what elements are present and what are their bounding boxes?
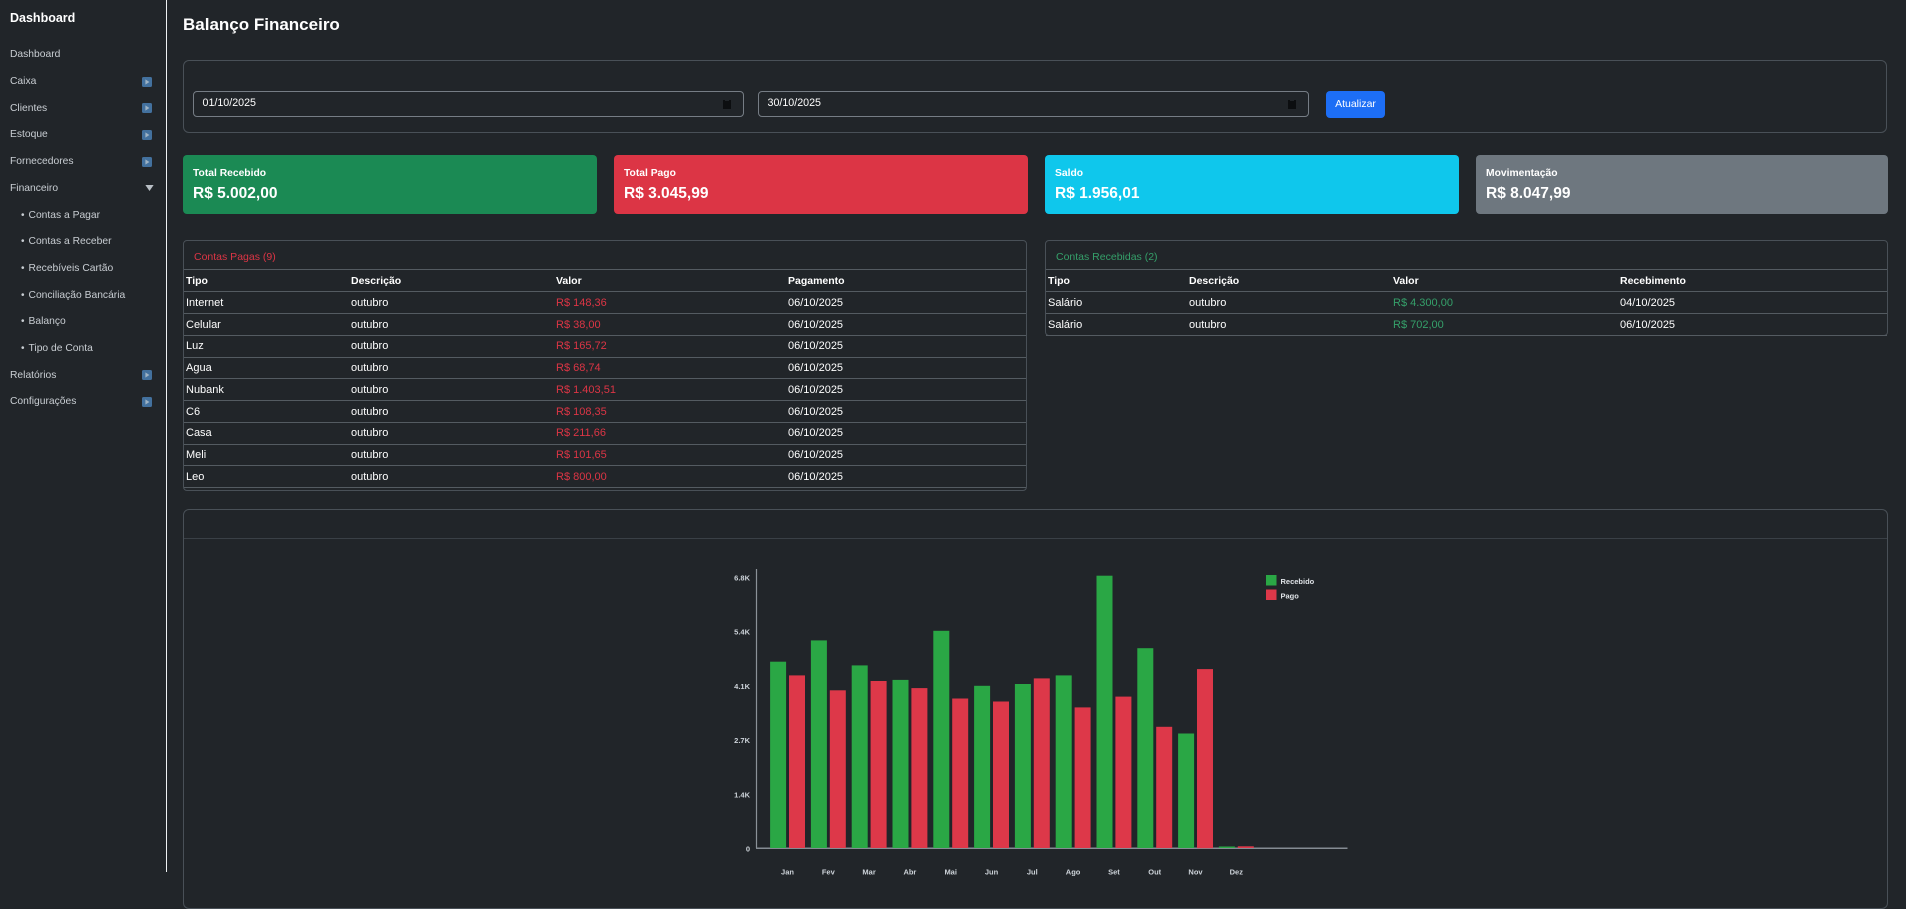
svg-text:0: 0 — [746, 845, 750, 854]
svg-text:2.7K: 2.7K — [734, 736, 750, 745]
svg-text:Fev: Fev — [822, 868, 836, 877]
svg-text:Abr: Abr — [903, 868, 916, 877]
svg-text:Set: Set — [1108, 868, 1120, 877]
svg-text:Recebido: Recebido — [1281, 577, 1315, 586]
svg-text:Out: Out — [1148, 868, 1161, 877]
svg-text:4.1K: 4.1K — [734, 682, 750, 691]
svg-text:Jul: Jul — [1027, 868, 1038, 877]
svg-text:Pago: Pago — [1281, 592, 1300, 601]
svg-text:Dez: Dez — [1230, 868, 1244, 877]
svg-text:Mai: Mai — [944, 868, 957, 877]
svg-text:Jan: Jan — [781, 868, 794, 877]
svg-text:Jun: Jun — [985, 868, 999, 877]
svg-text:Mar: Mar — [862, 868, 875, 877]
svg-text:5.4K: 5.4K — [734, 628, 750, 637]
svg-text:1.4K: 1.4K — [734, 790, 750, 799]
svg-text:6.8K: 6.8K — [734, 573, 750, 582]
svg-text:Ago: Ago — [1066, 868, 1081, 877]
svg-text:Nov: Nov — [1188, 868, 1203, 877]
